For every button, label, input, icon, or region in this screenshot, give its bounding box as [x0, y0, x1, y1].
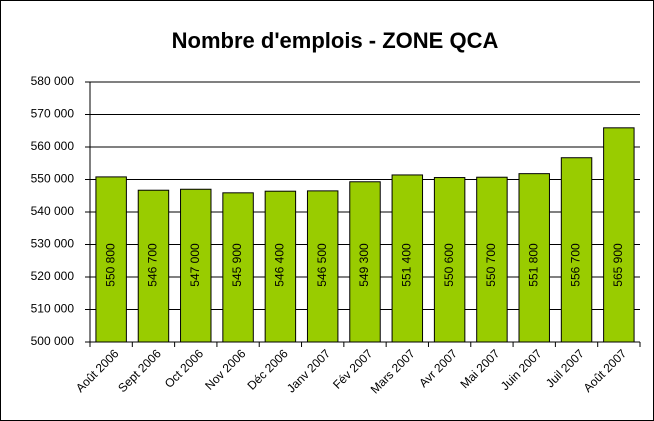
value-label: 556 700: [569, 243, 583, 287]
bar: [222, 192, 254, 343]
y-tick-label: 530 000: [31, 237, 75, 251]
bar: [349, 181, 381, 343]
y-tick-label: 520 000: [31, 269, 75, 283]
bar: [476, 176, 508, 343]
value-label: 546 700: [146, 243, 160, 287]
bar: [180, 188, 212, 343]
y-tick-label: 560 000: [31, 139, 75, 153]
bar: [95, 176, 127, 343]
bar: [306, 190, 339, 343]
y-tick-label: 510 000: [31, 302, 75, 316]
value-label: 547 000: [188, 243, 202, 287]
value-label: 546 400: [273, 243, 287, 287]
bar: [264, 190, 297, 343]
value-label: 551 800: [526, 243, 540, 287]
y-tick-label: 500 000: [31, 334, 75, 348]
value-label: 550 600: [442, 243, 456, 287]
y-tick-label: 570 000: [31, 107, 75, 121]
bar: [518, 173, 550, 343]
value-label: 546 500: [315, 243, 329, 287]
bar: [560, 157, 593, 343]
value-label: 565 900: [611, 243, 625, 287]
chart-title: Nombre d'emplois - ZONE QCA: [172, 28, 499, 53]
value-label: 549 300: [357, 243, 371, 287]
bar: [137, 189, 170, 343]
bar: [391, 174, 424, 343]
value-label: 550 800: [103, 243, 117, 287]
value-label: 551 400: [399, 243, 413, 287]
y-tick-label: 550 000: [31, 172, 75, 186]
value-label: 550 700: [484, 243, 498, 287]
y-tick-label: 540 000: [31, 204, 75, 218]
y-tick-label: 580 000: [31, 74, 75, 88]
value-label: 545 900: [230, 243, 244, 287]
bar: [433, 177, 466, 343]
bar: [603, 127, 635, 343]
